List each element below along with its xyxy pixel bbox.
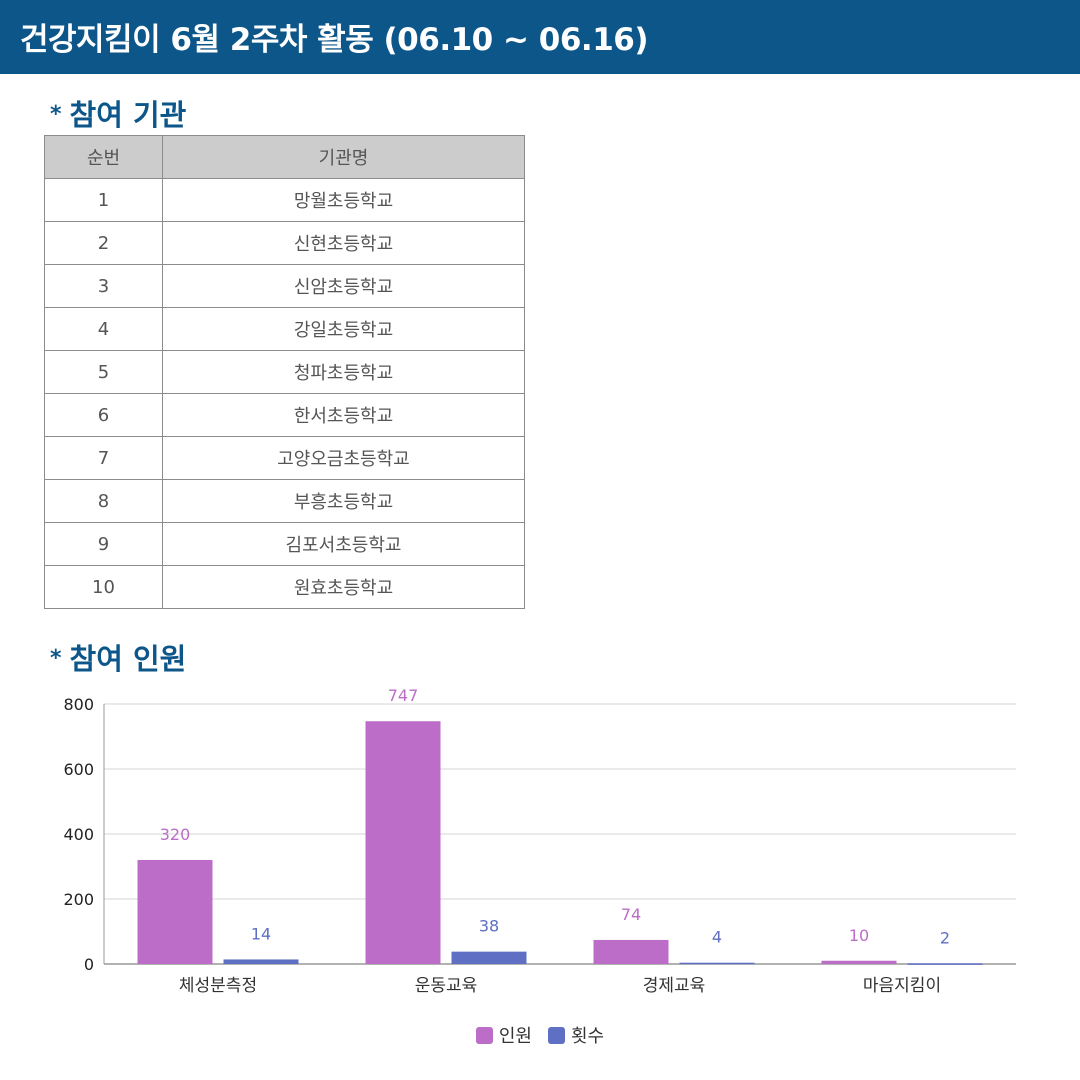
table-row: 3 신암초등학교 [44, 264, 525, 308]
legend-label: 횟수 [571, 1026, 605, 1047]
cell-institution-name: 청파초등학교 [162, 350, 525, 394]
y-tick-label: 400 [63, 825, 94, 844]
institution-table: 순번 기관명 1 망월초등학교 2 신현초등학교 3 신암초등학교 4 강일초등학교 5 청파초등… [44, 135, 525, 609]
table-row: 6 한서초등학교 [44, 393, 525, 437]
y-tick-label: 800 [63, 695, 94, 714]
legend-swatch [475, 1026, 493, 1044]
bar [223, 959, 299, 964]
data-label: 747 [388, 686, 419, 705]
cell-number: 4 [44, 307, 163, 351]
bar [679, 962, 755, 965]
x-tick-label: 경제교육 [643, 976, 706, 996]
data-label: 2 [940, 928, 950, 947]
y-tick-label: 200 [63, 890, 94, 909]
cell-number: 9 [44, 522, 163, 566]
cell-institution-name: 원효초등학교 [162, 565, 525, 609]
data-label: 10 [849, 926, 869, 945]
legend-label: 인원 [498, 1026, 532, 1047]
x-tick-label: 체성분측정 [179, 976, 257, 996]
table-row: 1 망월초등학교 [44, 178, 525, 222]
asterisk-bullet-icon: * [50, 646, 62, 671]
cell-number: 6 [44, 393, 163, 437]
legend-swatch [548, 1026, 565, 1044]
cell-institution-name: 신현초등학교 [162, 221, 525, 265]
bar [907, 963, 983, 965]
table-row: 5 청파초등학교 [44, 350, 525, 394]
table-row: 4 강일초등학교 [44, 307, 525, 351]
chart-legend: 인원 횟수 [0, 1022, 1080, 1048]
legend-item: 인원 [475, 1022, 532, 1048]
data-label: 38 [479, 917, 499, 936]
header-bar: 건강지킴이 6월 2주차 활동 (06.10 ~ 06.16) [0, 0, 1080, 74]
cell-institution-name: 한서초등학교 [162, 393, 525, 437]
cell-institution-name: 부흥초등학교 [162, 479, 525, 523]
legend-item: 횟수 [548, 1022, 604, 1048]
data-label: 4 [712, 928, 722, 947]
section-title-participants: * 참여 인원 [50, 636, 186, 678]
x-tick-label: 마음지킴이 [863, 976, 941, 996]
data-label: 74 [621, 905, 641, 924]
section-title-text: 참여 기관 [69, 98, 187, 132]
cell-number: 10 [44, 565, 163, 609]
cell-institution-name: 망월초등학교 [162, 178, 525, 222]
bar [365, 721, 441, 964]
table-row: 9 김포서초등학교 [44, 522, 525, 566]
cell-number: 2 [44, 221, 163, 265]
bar [593, 939, 669, 964]
bar [137, 860, 213, 964]
asterisk-bullet-icon: * [50, 102, 62, 127]
participants-bar-chart: 0 200 400 600 800 체성분측정 320 14 운동교육 747 38 경제교육 74 4 마… [63, 686, 1016, 996]
table-row: 2 신현초등학교 [44, 221, 525, 265]
column-header-number: 순번 [44, 135, 163, 179]
cell-institution-name: 강일초등학교 [162, 307, 525, 351]
data-label: 320 [160, 825, 191, 844]
table-row: 7 고양오금초등학교 [44, 436, 525, 480]
data-label: 14 [251, 924, 271, 943]
bar [821, 960, 897, 964]
cell-number: 8 [44, 479, 163, 523]
column-header-institution: 기관명 [162, 135, 525, 179]
section-title-institutions: * 참여 기관 [50, 92, 186, 134]
cell-number: 7 [44, 436, 163, 480]
table-header-row: 순번 기관명 [44, 135, 525, 179]
bar [451, 951, 527, 964]
cell-institution-name: 김포서초등학교 [162, 522, 525, 566]
y-tick-label: 0 [84, 955, 94, 974]
cell-number: 3 [44, 264, 163, 308]
cell-number: 1 [44, 178, 163, 222]
x-tick-label: 운동교육 [415, 976, 478, 996]
cell-number: 5 [44, 350, 163, 394]
table-row: 8 부흥초등학교 [44, 479, 525, 523]
y-tick-label: 600 [63, 760, 94, 779]
table-row: 10 원효초등학교 [44, 565, 525, 609]
page-title: 건강지킴이 6월 2주차 활동 (06.10 ~ 06.16) [20, 22, 649, 58]
cell-institution-name: 신암초등학교 [162, 264, 525, 308]
cell-institution-name: 고양오금초등학교 [162, 436, 525, 480]
section-title-text: 참여 인원 [69, 642, 187, 676]
